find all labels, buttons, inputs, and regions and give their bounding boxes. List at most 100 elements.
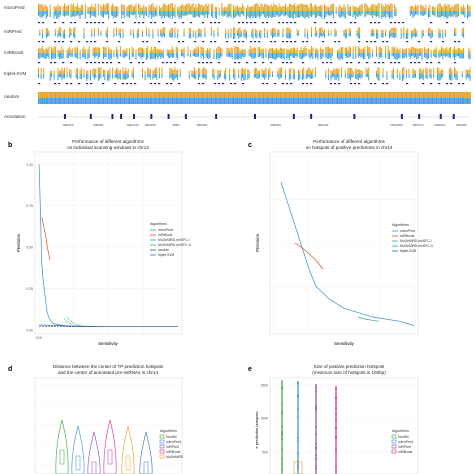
track-bar-down bbox=[66, 74, 68, 78]
track-segment bbox=[390, 62, 393, 64]
track-bar-down bbox=[199, 33, 201, 37]
track-bar-up bbox=[450, 47, 452, 53]
annotation-mark bbox=[353, 114, 356, 119]
track-bar-down bbox=[110, 11, 112, 16]
track-segment bbox=[354, 22, 357, 24]
track-bar-down bbox=[382, 33, 384, 38]
track-bar-up bbox=[366, 69, 368, 74]
track-bar-up bbox=[92, 68, 94, 74]
track-bar-down bbox=[278, 53, 280, 58]
track-bar-up bbox=[277, 49, 279, 53]
track-bar-down bbox=[296, 11, 298, 17]
track-bar-down bbox=[106, 74, 108, 81]
track-bar-down bbox=[44, 53, 46, 59]
track-bar-down bbox=[156, 53, 158, 57]
track-bar-down bbox=[429, 98, 431, 104]
track-segment bbox=[158, 41, 161, 43]
track-bar-up bbox=[455, 4, 457, 11]
track-bar-up bbox=[256, 29, 258, 33]
track-bar-down bbox=[316, 11, 318, 18]
track-bar-up bbox=[389, 50, 390, 53]
track-bar-down bbox=[229, 98, 231, 104]
track-bar-up bbox=[463, 4, 465, 11]
track-bar-up bbox=[394, 4, 396, 11]
track-bar-up bbox=[140, 47, 142, 53]
track-bar-up bbox=[346, 92, 348, 98]
track-bar-down bbox=[123, 11, 125, 18]
panel-letter-e: e bbox=[248, 366, 252, 373]
legend-title: Algorithms bbox=[150, 222, 167, 226]
track-bar-down bbox=[125, 74, 127, 80]
track-segment bbox=[234, 83, 237, 85]
track-bar-down bbox=[152, 74, 154, 80]
track-bar-down bbox=[424, 11, 426, 16]
track-bar-down bbox=[269, 53, 271, 59]
track-bar-down bbox=[170, 53, 172, 58]
track-bar-down bbox=[247, 11, 249, 17]
track-segment bbox=[54, 83, 57, 85]
track-bar-up bbox=[171, 3, 173, 12]
track-bar-up bbox=[330, 92, 332, 98]
track-bar-down bbox=[187, 11, 189, 15]
track-bar-up bbox=[158, 5, 160, 11]
track-bar-up bbox=[350, 67, 351, 74]
track-bar-down bbox=[402, 53, 403, 59]
track-segment bbox=[150, 83, 153, 85]
track-bar-up bbox=[407, 92, 409, 98]
track-bar-up bbox=[108, 3, 110, 12]
track-bar-up bbox=[100, 92, 102, 98]
track-bar-up bbox=[266, 29, 268, 33]
track-bar-up bbox=[122, 49, 124, 53]
track-bar-up bbox=[165, 92, 167, 98]
track-bar-down bbox=[360, 53, 362, 58]
track-bar-up bbox=[57, 4, 59, 11]
track-bar-down bbox=[201, 53, 203, 56]
series-line-triplet-svm bbox=[357, 316, 380, 322]
track-bar-down bbox=[83, 53, 85, 58]
track-bar-down bbox=[305, 53, 307, 56]
track-bar-up bbox=[411, 29, 413, 33]
track-bar-up bbox=[438, 28, 440, 33]
track-bar-up bbox=[442, 7, 444, 11]
track-bar-down bbox=[256, 98, 258, 104]
violin-shape bbox=[139, 431, 153, 474]
outlier-point bbox=[315, 407, 317, 409]
track-bar-down bbox=[464, 11, 466, 18]
track-bar-up bbox=[272, 70, 273, 74]
track-bar-up bbox=[256, 68, 258, 74]
track-bar-up bbox=[69, 92, 71, 98]
track-bar-up bbox=[416, 30, 418, 33]
track-bar-up bbox=[360, 92, 362, 98]
track-segment bbox=[438, 62, 441, 64]
track-bar-up bbox=[413, 7, 415, 11]
track-bar-down bbox=[62, 74, 64, 79]
track-bar-up bbox=[257, 4, 259, 11]
track-bar-up bbox=[355, 46, 357, 53]
track-bar-down bbox=[399, 74, 401, 81]
track-bar-down bbox=[131, 74, 133, 77]
track-bar-down bbox=[287, 53, 289, 58]
track-bar-up bbox=[376, 28, 377, 33]
track-bar-up bbox=[333, 68, 335, 74]
track-bar-up bbox=[67, 48, 69, 53]
track-bar-up bbox=[422, 30, 424, 33]
track-bar-down bbox=[216, 53, 218, 60]
track-bar-up bbox=[378, 92, 380, 98]
track-bar-up bbox=[225, 6, 227, 11]
track-bar-down bbox=[138, 98, 140, 104]
track-bar-down bbox=[312, 11, 314, 16]
track-bar-down bbox=[327, 33, 329, 37]
track-bar-up bbox=[171, 69, 173, 74]
track-bar-down bbox=[279, 53, 281, 59]
track-bar-up bbox=[369, 46, 371, 53]
track-bar-down bbox=[203, 98, 205, 104]
track-bar-down bbox=[379, 53, 381, 58]
track-bar-down bbox=[106, 98, 109, 104]
track-bar-down bbox=[335, 33, 337, 36]
track-bar-up bbox=[417, 4, 419, 11]
track-bar-down bbox=[43, 53, 45, 59]
track-bar-up bbox=[158, 92, 161, 98]
track-bar-down bbox=[392, 53, 394, 57]
track-bar-down bbox=[155, 11, 156, 16]
track-bar-up bbox=[113, 27, 115, 33]
